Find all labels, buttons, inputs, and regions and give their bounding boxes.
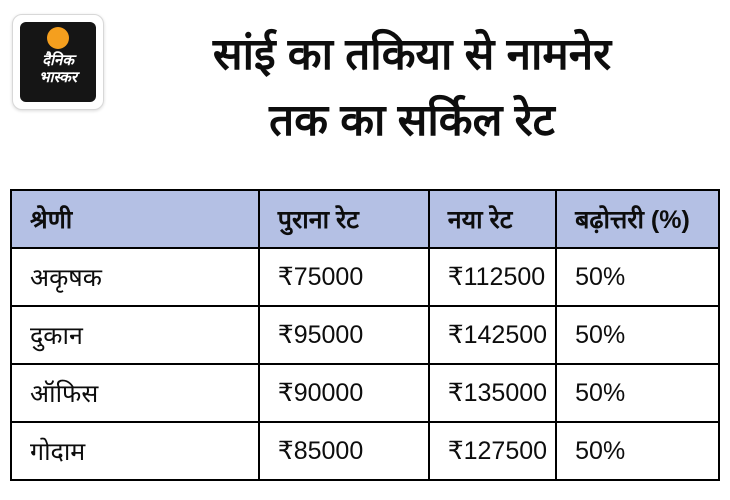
column-header-increase: बढ़ोत्तरी (%) bbox=[555, 189, 720, 249]
cell-increase: 50% bbox=[555, 247, 720, 307]
table-header-row: श्रेणी पुराना रेट नया रेट बढ़ोत्तरी (%) bbox=[10, 189, 720, 249]
title-line-1: सांई का तकिया से नामनेर bbox=[212, 30, 612, 79]
cell-new-rate: ₹127500 bbox=[427, 421, 558, 481]
page-title: सांई का तकिया से नामनेर तक का सर्किल रेट bbox=[104, 10, 720, 154]
cell-increase: 50% bbox=[555, 305, 720, 365]
column-header-category: श्रेणी bbox=[10, 189, 260, 249]
cell-new-rate: ₹135000 bbox=[427, 363, 558, 423]
header: दैनिक भास्कर सांई का तकिया से नामनेर तक … bbox=[10, 10, 720, 185]
title-line-2: तक का सर्किल रेट bbox=[269, 96, 555, 145]
table-row: अकृषक ₹75000 ₹112500 50% bbox=[10, 247, 720, 307]
table-row: ऑफिस ₹90000 ₹135000 50% bbox=[10, 363, 720, 423]
table-row: दुकान ₹95000 ₹142500 50% bbox=[10, 305, 720, 365]
cell-new-rate: ₹112500 bbox=[427, 247, 558, 307]
dainik-bhaskar-logo: दैनिक भास्कर bbox=[12, 14, 104, 110]
column-header-old-rate: पुराना रेट bbox=[257, 189, 430, 249]
cell-old-rate: ₹85000 bbox=[257, 421, 430, 481]
column-header-new-rate: नया रेट bbox=[427, 189, 558, 249]
table-row: गोदाम ₹85000 ₹127500 50% bbox=[10, 421, 720, 481]
cell-old-rate: ₹95000 bbox=[257, 305, 430, 365]
cell-category: अकृषक bbox=[10, 247, 260, 307]
logo-word-line2: भास्कर bbox=[39, 69, 77, 86]
cell-increase: 50% bbox=[555, 363, 720, 423]
circle-rate-table: श्रेणी पुराना रेट नया रेट बढ़ोत्तरी (%) … bbox=[10, 189, 720, 481]
logo-sun-icon bbox=[47, 27, 69, 49]
cell-new-rate: ₹142500 bbox=[427, 305, 558, 365]
cell-category: दुकान bbox=[10, 305, 260, 365]
cell-old-rate: ₹75000 bbox=[257, 247, 430, 307]
cell-increase: 50% bbox=[555, 421, 720, 481]
cell-category: गोदाम bbox=[10, 421, 260, 481]
cell-category: ऑफिस bbox=[10, 363, 260, 423]
logo-inner-panel: दैनिक भास्कर bbox=[20, 22, 96, 102]
logo-word-line1: दैनिक bbox=[42, 52, 74, 69]
cell-old-rate: ₹90000 bbox=[257, 363, 430, 423]
logo-wordmark: दैनिक भास्कर bbox=[39, 52, 77, 86]
